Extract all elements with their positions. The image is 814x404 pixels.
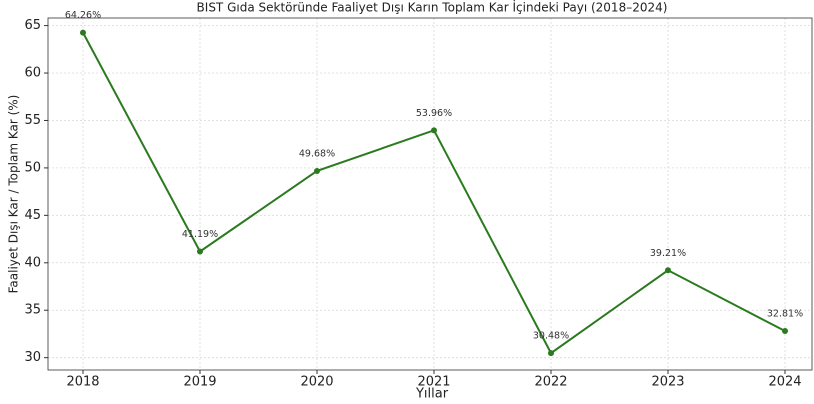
y-tick-label: 40 [24, 255, 41, 270]
data-label: 41.19% [182, 229, 218, 240]
y-tick-label: 30 [24, 350, 41, 365]
x-tick-label: 2022 [534, 375, 567, 390]
y-tick-label: 65 [24, 18, 41, 33]
data-label: 30.48% [533, 331, 569, 342]
chart-title: BIST Gıda Sektöründe Faaliyet Dışı Karın… [197, 0, 668, 15]
y-tick-label: 55 [24, 113, 41, 128]
point [314, 167, 320, 174]
data-label: 53.96% [416, 108, 452, 119]
point [197, 248, 203, 255]
data-label: 32.81% [767, 309, 803, 320]
x-tick-label: 2019 [183, 375, 216, 390]
y-axis-label: Faaliyet Dışı Kar / Toplam Kar (%) [7, 95, 21, 294]
x-tick-label: 2018 [66, 375, 99, 390]
point [431, 127, 437, 134]
x-tick-label: 2023 [651, 375, 684, 390]
data-label: 49.68% [299, 148, 335, 159]
y-tick-label: 45 [24, 208, 41, 223]
x-tick-label: 2021 [417, 375, 450, 390]
point [665, 267, 671, 274]
point [80, 29, 86, 36]
line [82, 32, 786, 355]
x-tick-label: 2020 [300, 375, 333, 390]
y-tick-label: 35 [24, 303, 41, 318]
data-label: 64.26% [65, 10, 101, 21]
y-tick-label: 50 [24, 160, 41, 175]
x-axis-label: Yıllar [415, 387, 449, 402]
data-label: 39.21% [650, 248, 686, 259]
point [548, 350, 554, 357]
plot-frame [47, 17, 813, 371]
x-tick-label: 2024 [768, 375, 801, 390]
point [782, 328, 788, 335]
y-tick-label: 60 [24, 66, 41, 81]
